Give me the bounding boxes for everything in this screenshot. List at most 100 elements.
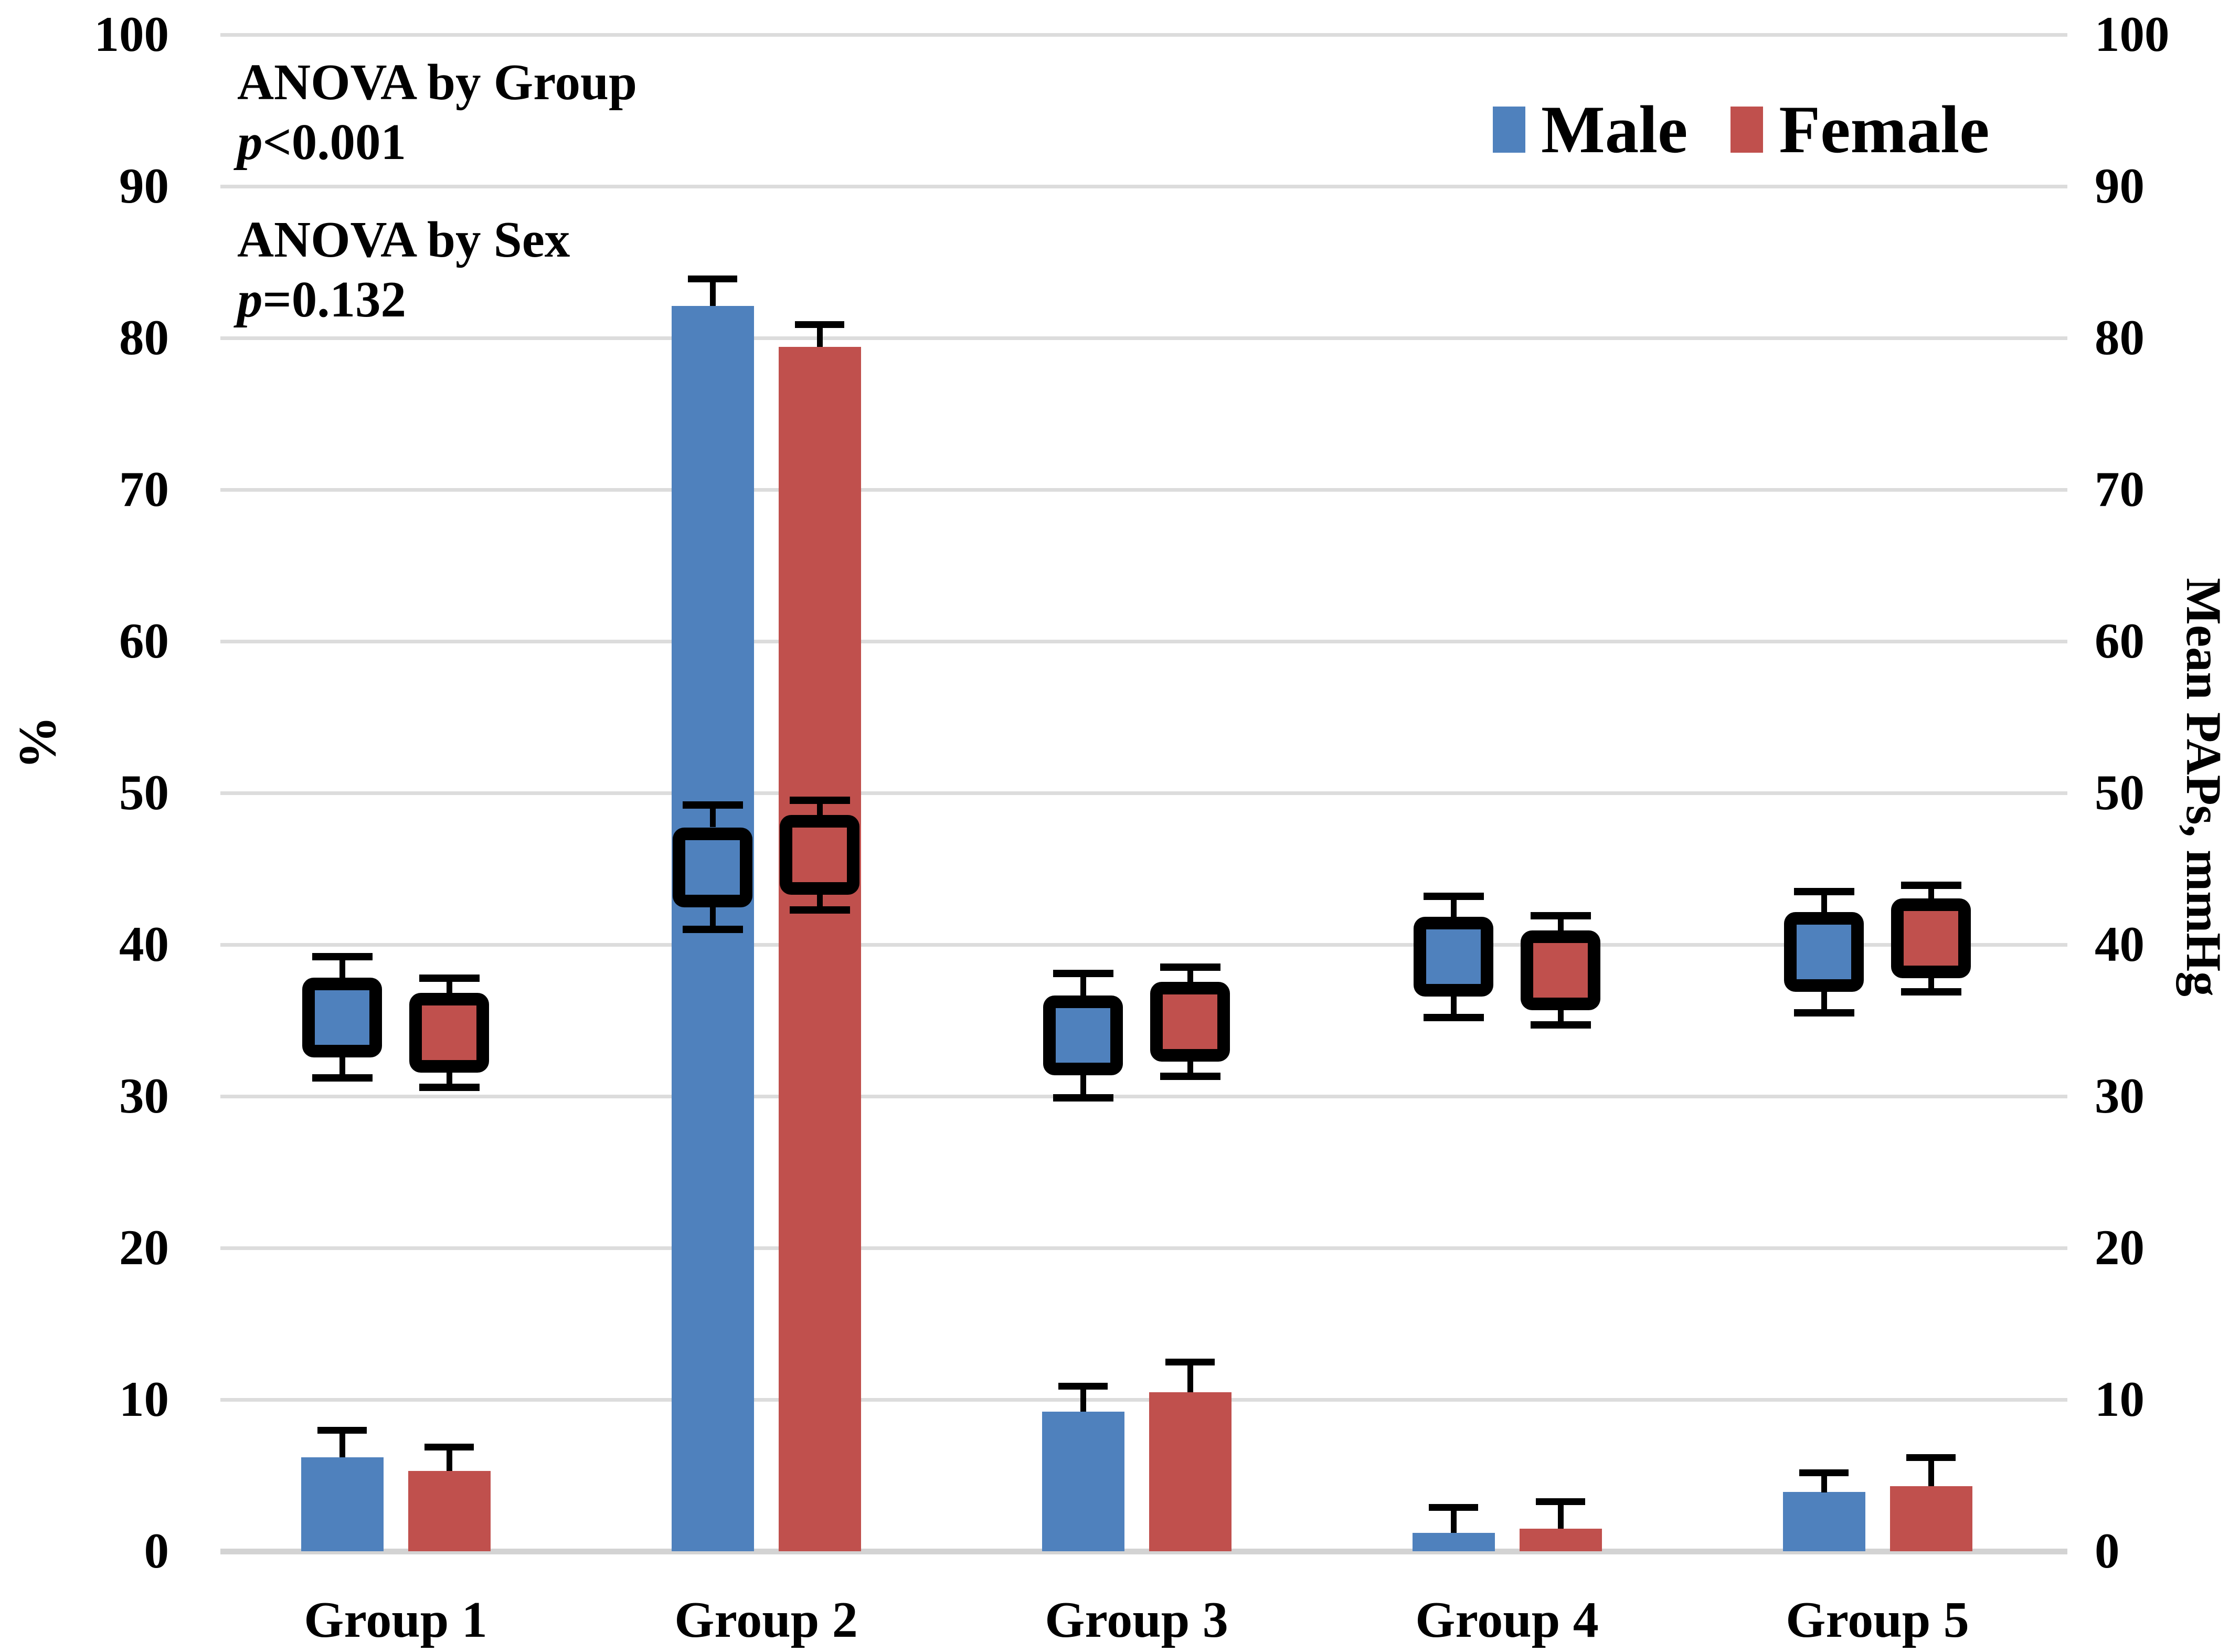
bar-male-group-1 <box>301 1457 384 1551</box>
left-axis-tick-label-30: 30 <box>119 1068 169 1124</box>
paps-whisker-up-cap-male-group-4 <box>1424 893 1484 900</box>
legend: Male Female <box>1493 96 1989 163</box>
paps-whisker-down-cap-female-group-2 <box>790 906 850 914</box>
right-axis-tick-label-60: 60 <box>2095 613 2145 669</box>
paps-marker-male-group-2 <box>673 828 752 907</box>
gridline-90 <box>220 185 2067 188</box>
legend-item-male: Male <box>1493 96 1687 163</box>
error-bar-line-male-group-3 <box>1080 1386 1086 1412</box>
annotation-anova-group-pvalue: p<0.001 <box>237 112 637 172</box>
error-bar-cap-female-group-3 <box>1165 1359 1215 1365</box>
paps-whisker-up-cap-female-group-1 <box>419 975 480 982</box>
paps-whisker-down-male-group-5 <box>1821 992 1827 1013</box>
paps-whisker-up-cap-female-group-5 <box>1901 882 1961 889</box>
paps-whisker-up-female-group-3 <box>1187 967 1193 982</box>
error-bar-cap-male-group-5 <box>1799 1469 1849 1476</box>
paps-whisker-down-cap-male-group-1 <box>312 1074 373 1082</box>
paps-whisker-down-female-group-5 <box>1928 978 1934 991</box>
left-axis-tick-label-70: 70 <box>119 461 169 517</box>
right-axis-tick-label-10: 10 <box>2095 1371 2145 1427</box>
annotation-anova-sex-title: ANOVA by Sex <box>237 211 570 268</box>
left-axis-tick-label-90: 90 <box>119 158 169 214</box>
error-bar-line-male-group-2 <box>710 279 716 306</box>
legend-label-male: Male <box>1541 92 1688 167</box>
p-symbol: p <box>237 271 263 328</box>
paps-whisker-up-cap-male-group-3 <box>1053 970 1113 977</box>
bar-male-group-4 <box>1413 1533 1495 1551</box>
paps-whisker-down-female-group-3 <box>1187 1062 1193 1076</box>
paps-whisker-up-male-group-3 <box>1080 973 1086 996</box>
x-axis-label-2: Group 2 <box>674 1592 858 1648</box>
x-axis-label-4: Group 4 <box>1415 1592 1599 1648</box>
left-axis-title: % <box>7 716 67 769</box>
gridline-20 <box>220 1246 2067 1250</box>
paps-whisker-down-female-group-4 <box>1558 1010 1564 1025</box>
paps-whisker-down-female-group-2 <box>817 895 823 909</box>
paps-whisker-up-male-group-4 <box>1451 896 1457 917</box>
paps-marker-male-group-5 <box>1784 912 1864 992</box>
paps-whisker-up-cap-female-group-2 <box>790 797 850 804</box>
paps-marker-male-group-1 <box>302 978 382 1057</box>
paps-marker-female-group-4 <box>1521 930 1600 1010</box>
bar-female-group-3 <box>1149 1392 1232 1551</box>
right-axis-tick-label-50: 50 <box>2095 765 2145 820</box>
paps-whisker-up-cap-male-group-1 <box>312 953 373 960</box>
paps-whisker-up-female-group-5 <box>1928 885 1934 898</box>
error-bar-cap-male-group-1 <box>317 1427 367 1434</box>
left-axis-tick-label-100: 100 <box>94 6 169 62</box>
error-bar-line-female-group-1 <box>447 1447 452 1471</box>
p-value-text: <0.001 <box>262 114 407 171</box>
left-axis-tick-label-10: 10 <box>119 1371 169 1427</box>
annotation-anova-group: ANOVA by Group p<0.001 <box>237 52 637 173</box>
bar-male-group-5 <box>1783 1492 1865 1551</box>
paps-whisker-up-female-group-2 <box>817 800 823 815</box>
error-bar-line-male-group-4 <box>1451 1507 1457 1533</box>
paps-marker-female-group-1 <box>409 993 489 1073</box>
right-axis-title: Mean PAPs, mmHg <box>2176 578 2232 997</box>
error-bar-cap-female-group-1 <box>424 1444 474 1450</box>
gridline-10 <box>220 1398 2067 1402</box>
paps-whisker-down-cap-male-group-5 <box>1794 1009 1854 1016</box>
gridline-70 <box>220 488 2067 492</box>
error-bar-cap-male-group-3 <box>1058 1383 1108 1390</box>
left-axis-tick-label-60: 60 <box>119 613 169 669</box>
bar-female-group-4 <box>1520 1529 1602 1551</box>
gridline-60 <box>220 640 2067 643</box>
paps-marker-male-group-4 <box>1414 917 1493 997</box>
bar-female-group-5 <box>1890 1486 1972 1551</box>
p-symbol: p <box>237 114 263 171</box>
right-axis-tick-label-90: 90 <box>2095 158 2145 214</box>
error-bar-cap-male-group-4 <box>1429 1504 1478 1511</box>
paps-whisker-down-cap-female-group-3 <box>1160 1073 1220 1080</box>
bar-male-group-3 <box>1042 1412 1124 1551</box>
annotation-anova-sex-pvalue: p=0.132 <box>237 270 570 330</box>
right-axis-tick-label-100: 100 <box>2095 6 2170 62</box>
x-axis-line <box>220 1549 2067 1554</box>
error-bar-cap-female-group-5 <box>1906 1454 1956 1461</box>
gridline-100 <box>220 33 2067 37</box>
paps-whisker-up-male-group-5 <box>1821 892 1827 913</box>
bar-female-group-1 <box>408 1471 491 1551</box>
legend-label-female: Female <box>1779 92 1990 167</box>
error-bar-line-male-group-1 <box>339 1430 345 1457</box>
paps-whisker-up-cap-female-group-3 <box>1160 963 1220 971</box>
error-bar-line-female-group-2 <box>817 324 823 347</box>
left-axis-tick-label-80: 80 <box>119 310 169 365</box>
error-bar-line-female-group-5 <box>1928 1457 1934 1486</box>
paps-whisker-down-cap-male-group-4 <box>1424 1014 1484 1021</box>
error-bar-cap-female-group-2 <box>795 321 844 328</box>
paps-whisker-down-cap-female-group-1 <box>419 1084 480 1091</box>
paps-whisker-down-female-group-1 <box>447 1073 452 1087</box>
annotation-anova-sex: ANOVA by Sex p=0.132 <box>237 210 570 330</box>
bar-female-group-2 <box>779 347 861 1551</box>
paps-whisker-up-cap-male-group-5 <box>1794 888 1854 895</box>
paps-whisker-up-female-group-1 <box>447 978 452 993</box>
left-axis-tick-label-0: 0 <box>144 1523 169 1579</box>
paps-marker-female-group-3 <box>1150 982 1230 1062</box>
right-axis-tick-label-20: 20 <box>2095 1220 2145 1275</box>
gridline-30 <box>220 1095 2067 1098</box>
paps-whisker-down-male-group-3 <box>1080 1075 1086 1097</box>
x-axis-label-1: Group 1 <box>304 1592 487 1648</box>
paps-whisker-up-cap-male-group-2 <box>683 801 743 809</box>
